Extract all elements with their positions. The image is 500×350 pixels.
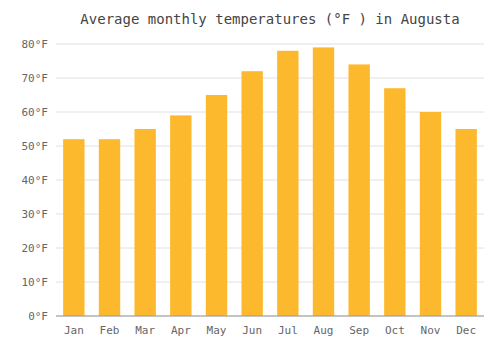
- x-axis-line: [56, 316, 484, 317]
- y-tick-label: 20°F: [22, 242, 49, 255]
- bar: [277, 51, 298, 316]
- bar: [313, 47, 334, 316]
- grid-line: [56, 78, 484, 79]
- bar: [420, 112, 441, 316]
- chart-container: Average monthly temperatures (°F ) in Au…: [0, 0, 500, 350]
- bar: [241, 71, 262, 316]
- chart-title: Average monthly temperatures (°F ) in Au…: [80, 11, 459, 27]
- x-tick-label: Mar: [135, 324, 155, 337]
- bar: [99, 139, 120, 316]
- x-axis-ticks: Jan Feb Mar Apr May Jun Jul Aug Sep Oct Nov Dec: [64, 324, 476, 337]
- x-tick-label: Dec: [456, 324, 476, 337]
- x-tick-label: Feb: [100, 324, 120, 337]
- y-tick-label: 70°F: [22, 72, 49, 85]
- bars: [63, 47, 477, 316]
- x-tick-label: Jun: [242, 324, 262, 337]
- bar: [134, 129, 155, 316]
- bar: [384, 88, 405, 316]
- y-tick-label: 10°F: [22, 276, 49, 289]
- x-tick-label: Apr: [171, 324, 191, 337]
- y-axis-ticks: 0°F 10°F 20°F 30°F 40°F 50°F 60°F 70°F 80°F: [22, 38, 49, 323]
- grid: [56, 44, 484, 316]
- bar: [170, 115, 191, 316]
- y-tick-label: 60°F: [22, 106, 49, 119]
- x-tick-label: Oct: [385, 324, 405, 337]
- y-tick-label: 40°F: [22, 174, 49, 187]
- bar: [63, 139, 84, 316]
- y-tick-label: 30°F: [22, 208, 49, 221]
- bar: [348, 64, 369, 316]
- x-tick-label: Jul: [278, 324, 298, 337]
- chart-svg: Average monthly temperatures (°F ) in Au…: [0, 0, 500, 350]
- y-tick-label: 50°F: [22, 140, 49, 153]
- x-tick-label: Jan: [64, 324, 84, 337]
- x-tick-label: Sep: [349, 324, 369, 337]
- x-tick-label: May: [207, 324, 227, 337]
- grid-line: [56, 316, 484, 317]
- x-tick-label: Nov: [421, 324, 441, 337]
- grid-line: [56, 44, 484, 45]
- y-tick-label: 80°F: [22, 38, 49, 51]
- y-tick-label: 0°F: [28, 310, 48, 323]
- bar: [455, 129, 476, 316]
- bar: [206, 95, 227, 316]
- x-tick-label: Aug: [314, 324, 334, 337]
